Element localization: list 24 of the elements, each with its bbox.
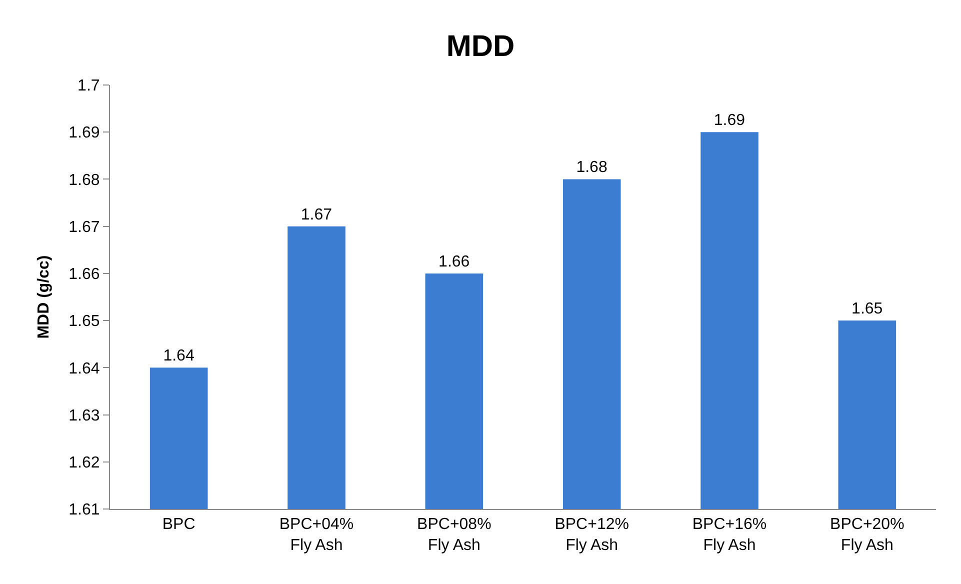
- y-tick-label: 1.61: [68, 502, 100, 519]
- x-tick-label: BPC+12% Fly Ash: [554, 516, 629, 554]
- data-label: 1.65: [852, 300, 883, 318]
- data-label: 1.66: [438, 253, 470, 270]
- data-label: 1.68: [576, 159, 608, 176]
- x-tick-label: BPC+16% Fly Ash: [692, 516, 767, 554]
- data-label: 1.69: [714, 112, 746, 130]
- y-axis-title: MDD (g/cc): [36, 255, 53, 339]
- y-tick-label: 1.63: [68, 407, 100, 424]
- y-tick-label: 1.68: [68, 172, 100, 189]
- x-tick-label: BPC+08% Fly Ash: [417, 516, 492, 554]
- y-tick-label: 1.62: [68, 454, 100, 472]
- data-label: 1.64: [163, 348, 194, 365]
- y-tick-label: 1.66: [68, 266, 100, 284]
- y-tick-label: 1.65: [68, 313, 100, 330]
- data-label: 1.67: [300, 206, 332, 224]
- x-tick-label: BPC+20% Fly Ash: [830, 516, 904, 554]
- y-tick-label: 1.7: [78, 78, 100, 95]
- y-tick-label: 1.67: [68, 218, 100, 236]
- chart-title: MDD: [446, 30, 515, 64]
- y-tick-label: 1.69: [68, 124, 100, 142]
- x-tick-label: BPC: [162, 516, 196, 534]
- y-tick-label: 1.64: [68, 360, 100, 378]
- x-tick-label: BPC+04% Fly Ash: [279, 516, 354, 554]
